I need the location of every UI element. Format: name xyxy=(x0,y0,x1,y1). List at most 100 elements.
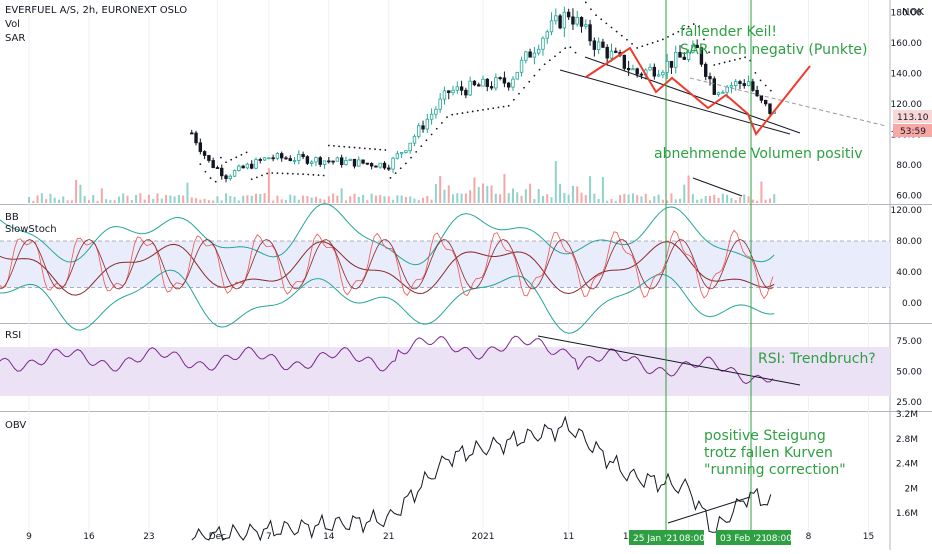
candle-body xyxy=(408,142,412,152)
volume-bar xyxy=(559,183,562,203)
sar-dot xyxy=(538,68,541,71)
sar-dot xyxy=(687,25,690,28)
volume-bar xyxy=(614,200,617,203)
sar-dot xyxy=(348,146,351,149)
volume-bar xyxy=(696,199,699,203)
volume-bar xyxy=(554,161,557,203)
volume-bar xyxy=(220,200,223,203)
volume-bar xyxy=(533,199,536,203)
volume-bar xyxy=(644,193,647,203)
volume-bar xyxy=(255,193,257,203)
volume-bar xyxy=(349,196,352,203)
volume-bar xyxy=(473,177,476,203)
candle-body xyxy=(292,160,297,162)
volume-bar xyxy=(186,182,189,203)
sar-dot xyxy=(430,133,433,136)
sar-dot xyxy=(626,38,628,41)
volume-bar xyxy=(109,200,112,203)
volume-indicator-label[interactable]: Vol xyxy=(5,19,20,30)
bb-basis xyxy=(0,241,775,296)
candle-body xyxy=(224,175,228,179)
volume-bar xyxy=(593,193,596,203)
volume-bar xyxy=(387,196,390,203)
candle-body xyxy=(592,40,597,50)
volume-bar xyxy=(396,195,399,203)
sar-dot xyxy=(615,30,618,33)
volume-bar xyxy=(679,198,682,203)
candle-body xyxy=(691,44,695,53)
candle-body xyxy=(382,162,387,169)
candle-body xyxy=(729,85,734,88)
volume-bar xyxy=(310,197,313,203)
candle-body xyxy=(399,152,404,155)
sar-dot xyxy=(476,109,479,112)
volume-bar xyxy=(216,196,219,203)
sar-dot xyxy=(692,23,695,25)
bb-upper-band xyxy=(0,203,775,266)
candle-body xyxy=(648,66,652,71)
sar-dot xyxy=(317,174,320,177)
volume-bar xyxy=(760,181,763,203)
sar-dot xyxy=(286,172,289,175)
volume-bar xyxy=(263,193,266,203)
volume-bar xyxy=(773,194,776,203)
sar-dot xyxy=(682,28,685,31)
bb-indicator-label[interactable]: BB xyxy=(5,212,19,223)
volume-bar xyxy=(477,187,480,203)
candle-body xyxy=(412,135,417,144)
candle-body xyxy=(271,157,275,160)
sar-dot xyxy=(574,51,577,54)
candle-body xyxy=(365,162,370,165)
candle-body xyxy=(322,160,327,165)
volume-bar xyxy=(105,199,108,203)
sar-dot xyxy=(764,84,767,87)
candle-body xyxy=(524,51,528,61)
annotation-sar: SAR noch negativ (Punkte) xyxy=(680,42,868,58)
symbol-title: EVERFUEL A/S, 2h, EURONEXT OSLO xyxy=(5,5,188,16)
volume-bar xyxy=(674,199,677,203)
candle-body xyxy=(545,31,549,39)
date-marker-date: 25 Jan '21 xyxy=(633,534,678,544)
obv-indicator-label[interactable]: OBV xyxy=(5,420,27,431)
volume-bar xyxy=(36,195,39,203)
volume-bar xyxy=(691,194,694,203)
slowstoch-indicator-label[interactable]: SlowStoch xyxy=(5,224,57,235)
candle-body xyxy=(421,125,425,130)
volume-bar xyxy=(272,200,275,203)
volume-bar xyxy=(631,193,634,203)
sar-dot xyxy=(394,172,397,175)
candle-body xyxy=(609,50,614,59)
volume-bar xyxy=(323,199,326,203)
sar-dot xyxy=(374,148,376,151)
candle-body xyxy=(605,46,609,59)
sar-dot xyxy=(327,144,330,147)
volume-bar xyxy=(610,199,613,203)
bb-slowstoch-pane xyxy=(0,203,890,334)
volume-bar xyxy=(40,193,43,203)
rsi-indicator-label[interactable]: RSI xyxy=(5,330,22,341)
volume-bar xyxy=(404,196,407,203)
annotation-volume: abnehmende Volumen positiv xyxy=(654,146,863,162)
sar-dot xyxy=(415,150,418,153)
sar-dot xyxy=(297,173,299,175)
sar-dot xyxy=(708,51,711,54)
volume-bar xyxy=(589,176,592,203)
sar-dot xyxy=(713,64,716,66)
candle-body xyxy=(279,153,284,159)
current-price-label: 113.10 xyxy=(897,113,929,123)
volume-bar xyxy=(332,193,335,203)
sar-dot xyxy=(199,163,202,166)
volume-bar xyxy=(541,195,544,203)
sar-dot xyxy=(651,41,654,44)
sar-indicator-label[interactable]: SAR xyxy=(5,33,26,44)
sar-dot xyxy=(559,51,561,54)
candle-body xyxy=(228,175,233,179)
bb-tick-label: 0.00 xyxy=(902,299,922,309)
volume-bar xyxy=(319,198,322,203)
candle-body xyxy=(258,159,262,161)
volume-bar xyxy=(768,198,771,203)
obv-trend-line xyxy=(667,496,751,524)
volume-bar xyxy=(520,195,523,203)
